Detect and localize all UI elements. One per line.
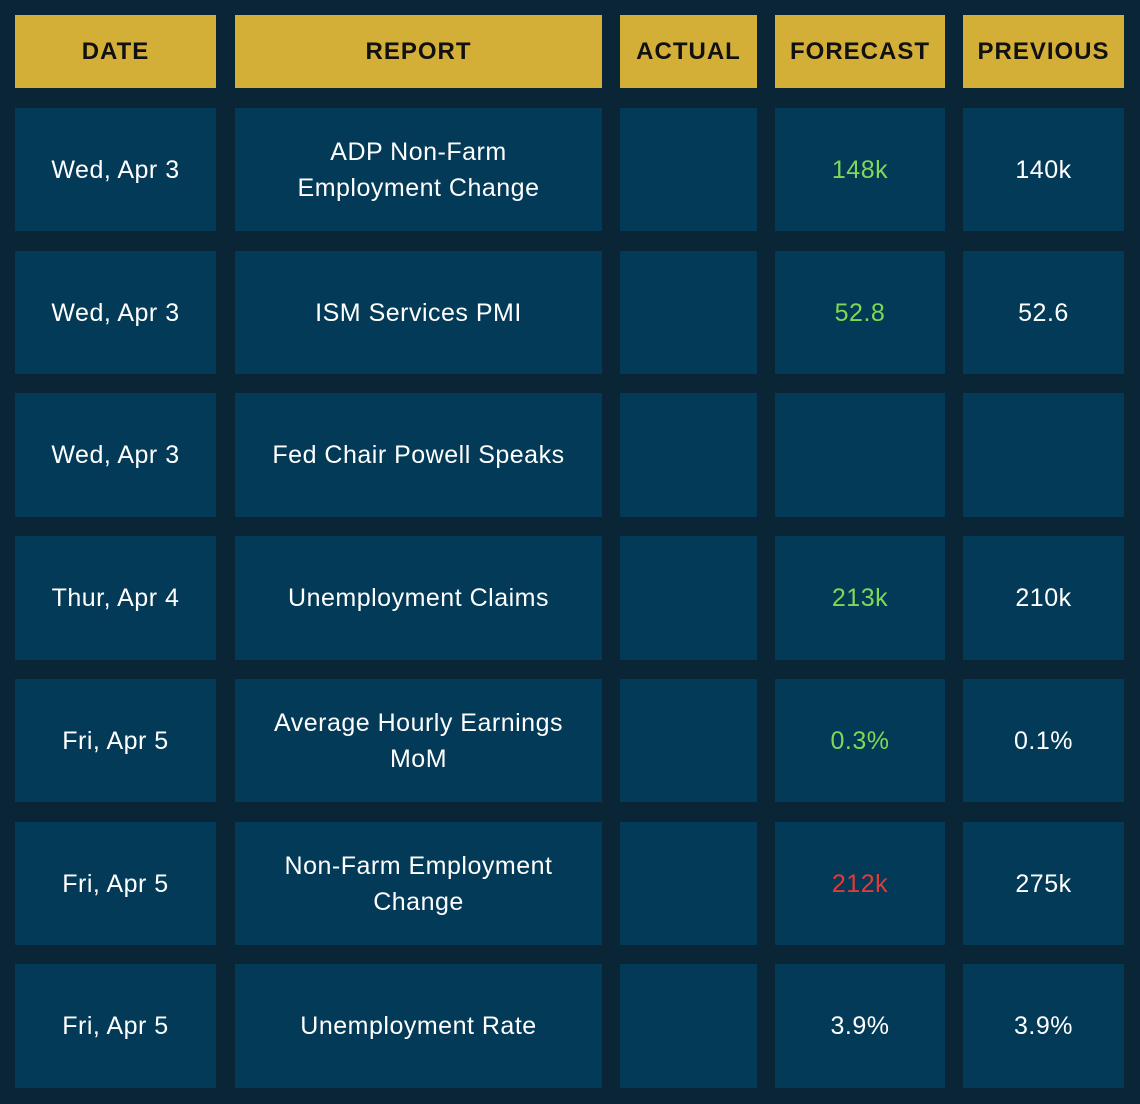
date-cell-text: Fri, Apr 5 [62,726,169,755]
report-cell-text: ADP Non-Farm Employment Change [297,137,540,202]
actual-cell [620,679,757,802]
header-cell-text: FORECAST [790,37,930,65]
forecast-cell [775,393,945,517]
header-cell-text: DATE [81,37,150,65]
report-cell-text: Average Hourly Earnings MoM [274,708,563,773]
date-cell-text: Thur, Apr 4 [51,584,180,612]
forecast-cell: 212k [775,822,945,945]
date-cell: Wed, Apr 3 [15,251,216,374]
forecast-cell-text: 148k [831,155,889,184]
previous-cell-text: 275k [1015,869,1072,898]
previous-cell-text: 3.9% [1014,1012,1073,1040]
forecast-cell: 213k [775,536,945,660]
date-cell-text: Fri, Apr 5 [62,1012,169,1040]
actual-cell [620,108,757,231]
forecast-cell: 3.9% [775,964,945,1088]
previous-cell-text: 210k [1015,584,1072,612]
forecast-cell: 52.8 [775,251,945,374]
previous-cell: 52.6 [963,251,1124,374]
date-cell: Fri, Apr 5 [15,679,216,802]
report-cell: ADP Non-Farm Employment Change [235,108,602,231]
forecast-cell: 148k [775,108,945,231]
report-cell-text: Non-Farm Employment Change [284,851,553,916]
previous-cell-text: 52.6 [1018,298,1069,327]
date-cell: Thur, Apr 4 [15,536,216,660]
report-cell-text: Unemployment Rate [300,1012,537,1040]
previous-cell-text: 140k [1015,155,1072,184]
header-cell-text: ACTUAL [636,37,741,65]
date-cell-text: Fri, Apr 5 [62,869,169,898]
report-cell: Non-Farm Employment Change [235,822,602,945]
actual-cell [620,822,757,945]
header-cell: REPORT [235,15,602,88]
date-cell: Wed, Apr 3 [15,393,216,517]
actual-cell [620,536,757,660]
date-cell-text: Wed, Apr 3 [51,155,180,184]
previous-cell: 210k [963,536,1124,660]
header-cell: ACTUAL [620,15,757,88]
previous-cell: 275k [963,822,1124,945]
report-cell-text: Fed Chair Powell Speaks [272,441,565,469]
forecast-cell-text: 213k [831,584,889,612]
previous-cell: 140k [963,108,1124,231]
report-cell: Unemployment Rate [235,964,602,1088]
forecast-cell: 0.3% [775,679,945,802]
forecast-cell-text: 212k [831,869,889,898]
report-cell-text: ISM Services PMI [315,298,522,327]
date-cell: Fri, Apr 5 [15,964,216,1088]
report-cell: Unemployment Claims [235,536,602,660]
report-cell: ISM Services PMI [235,251,602,374]
header-cell: FORECAST [775,15,945,88]
forecast-cell-text: 0.3% [830,726,890,755]
previous-cell-text: 0.1% [1014,726,1073,755]
previous-cell: 3.9% [963,964,1124,1088]
previous-cell [963,393,1124,517]
report-cell: Fed Chair Powell Speaks [235,393,602,517]
actual-cell [620,393,757,517]
header-cell: DATE [15,15,216,88]
report-cell-text: Unemployment Claims [288,584,549,612]
actual-cell [620,964,757,1088]
header-cell-text: PREVIOUS [977,37,1110,65]
header-cell-text: REPORT [365,37,472,65]
date-cell: Fri, Apr 5 [15,822,216,945]
date-cell-text: Wed, Apr 3 [51,298,180,327]
actual-cell [620,251,757,374]
date-cell-text: Wed, Apr 3 [51,441,180,469]
forecast-cell-text: 3.9% [830,1012,890,1040]
previous-cell: 0.1% [963,679,1124,802]
report-cell: Average Hourly Earnings MoM [235,679,602,802]
date-cell: Wed, Apr 3 [15,108,216,231]
header-cell: PREVIOUS [963,15,1124,88]
forecast-cell-text: 52.8 [834,298,886,327]
